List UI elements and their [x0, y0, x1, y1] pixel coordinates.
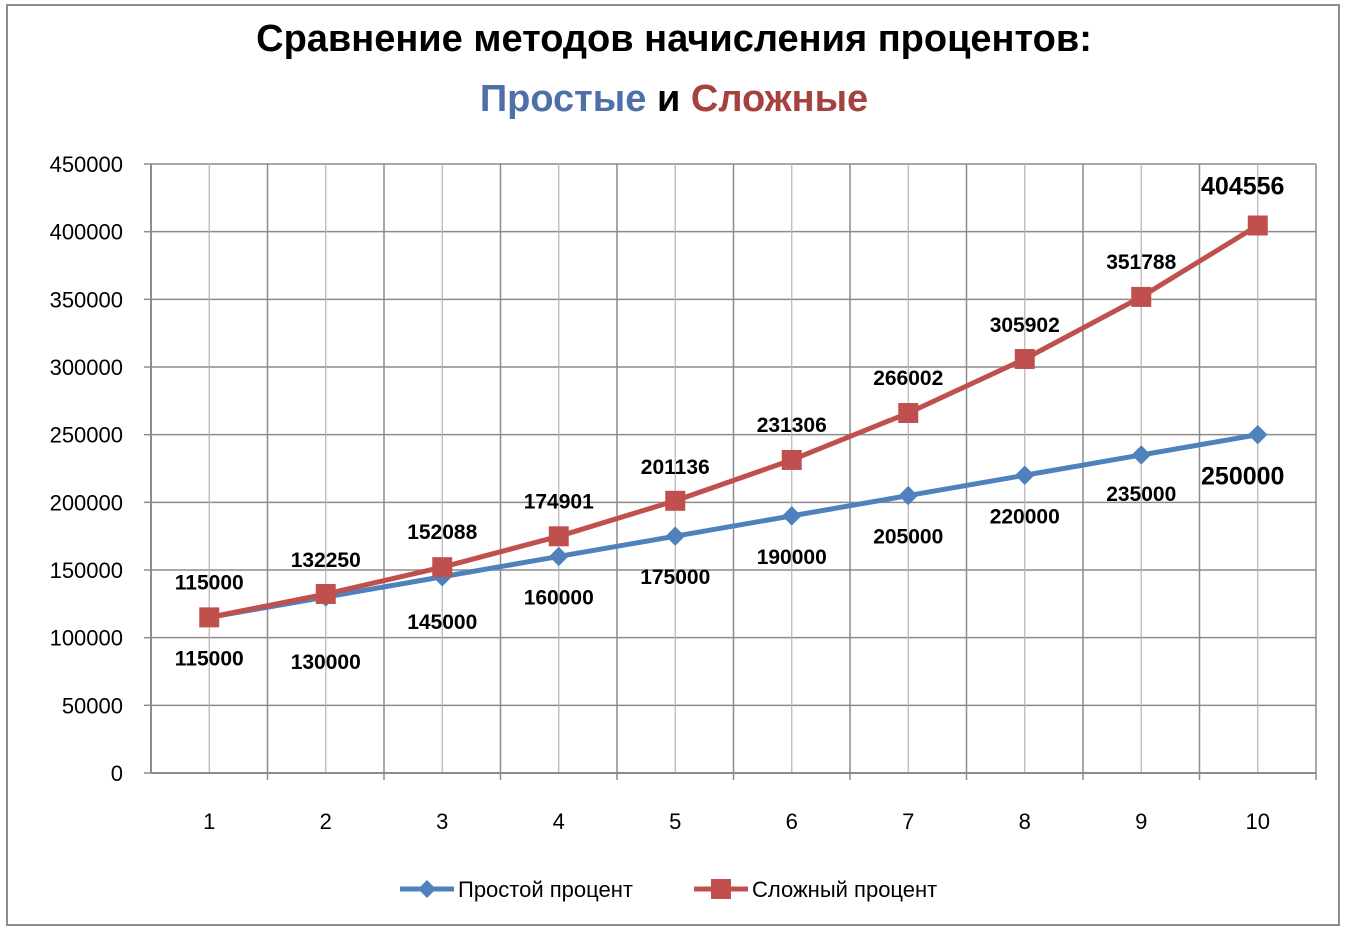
data-point-square	[665, 490, 686, 511]
data-point-diamond	[1015, 465, 1035, 485]
x-tick-label: 10	[1246, 809, 1270, 834]
y-tick-label: 200000	[50, 490, 123, 515]
data-label: 231306	[757, 414, 827, 437]
data-label: 250000	[1201, 463, 1284, 491]
data-point-square	[781, 449, 802, 470]
data-label: 130000	[291, 651, 361, 674]
x-tick-label: 7	[902, 809, 914, 834]
legend: Простой процент Сложный процент	[400, 877, 937, 902]
series-line-2	[208, 223, 1260, 620]
data-point-square	[898, 403, 919, 424]
y-tick-label: 350000	[50, 287, 123, 312]
data-label: 235000	[1106, 483, 1176, 506]
data-label: 115000	[175, 647, 244, 670]
data-point-square	[315, 584, 336, 605]
data-label: 201136	[641, 456, 710, 479]
data-label: 404556	[1201, 173, 1284, 201]
x-tick-label: 1	[203, 809, 215, 834]
x-tick-label: 9	[1135, 809, 1147, 834]
data-point-square	[432, 557, 453, 578]
data-point-square	[1247, 215, 1268, 236]
axes: 0 50000 100000 150000 200000 250000 300000 3500…	[50, 152, 1316, 834]
data-point-diamond	[549, 546, 569, 567]
data-label: 174901	[524, 490, 594, 513]
data-label: 205000	[873, 526, 943, 549]
data-label: 305902	[990, 314, 1060, 337]
data-point-diamond	[1131, 445, 1151, 465]
legend-marker-diamond	[418, 880, 436, 898]
data-label: 132250	[291, 549, 361, 572]
x-tick-label: 3	[436, 809, 448, 834]
x-tick-label: 5	[669, 809, 681, 834]
subtitle-and: и	[656, 78, 681, 120]
x-tick-label: 6	[786, 809, 798, 834]
data-point-square	[548, 526, 569, 547]
data-point-diamond	[898, 485, 918, 506]
y-tick-label: 300000	[50, 355, 123, 380]
y-tick-label: 250000	[50, 423, 123, 448]
data-label: 115000	[175, 571, 244, 594]
x-tick-label: 8	[1019, 809, 1031, 834]
grid	[150, 163, 1317, 780]
data-label: 175000	[640, 566, 710, 589]
data-point-square	[199, 607, 220, 628]
x-tick-label: 2	[320, 809, 332, 834]
legend-label: Сложный процент	[752, 877, 937, 902]
data-label: 351788	[1106, 251, 1176, 274]
y-tick-label: 0	[111, 761, 123, 786]
y-tick-label: 150000	[50, 558, 123, 583]
data-point-diamond	[782, 506, 802, 526]
series	[199, 215, 1268, 628]
data-point-diamond	[665, 526, 685, 546]
data-label: 145000	[407, 611, 477, 634]
y-tick-label: 450000	[50, 152, 123, 177]
chart-subtitle: Простые и Сложные	[0, 78, 1348, 121]
y-tick-label: 50000	[62, 693, 123, 718]
data-point-square	[1131, 286, 1152, 307]
chart-title: Сравнение методов начисления процентов:	[256, 18, 1092, 60]
data-point-square	[1014, 349, 1035, 370]
legend-marker-square	[711, 879, 731, 899]
data-label: 152088	[407, 521, 477, 544]
y-tick-label: 100000	[50, 626, 123, 651]
subtitle-compound: Сложные	[690, 78, 869, 120]
x-tick-label: 4	[553, 809, 565, 834]
data-point-diamond	[1248, 424, 1268, 445]
y-tick-label: 400000	[50, 220, 123, 245]
data-label: 266002	[873, 367, 943, 390]
series-line-1	[208, 432, 1259, 620]
data-labels: 115000 130000 145000 160000 175000 190000 2050…	[175, 173, 1285, 675]
data-label: 190000	[757, 546, 827, 569]
data-label: 160000	[524, 586, 594, 609]
subtitle-simple: Простые	[479, 78, 647, 120]
data-label: 220000	[990, 505, 1060, 528]
legend-label: Простой процент	[458, 877, 633, 902]
